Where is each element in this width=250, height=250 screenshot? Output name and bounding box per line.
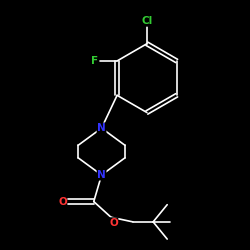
- Text: N: N: [97, 170, 106, 180]
- Text: F: F: [91, 56, 98, 66]
- Text: N: N: [97, 123, 106, 133]
- Text: O: O: [58, 196, 67, 206]
- Text: O: O: [109, 218, 118, 228]
- Text: Cl: Cl: [141, 16, 152, 26]
